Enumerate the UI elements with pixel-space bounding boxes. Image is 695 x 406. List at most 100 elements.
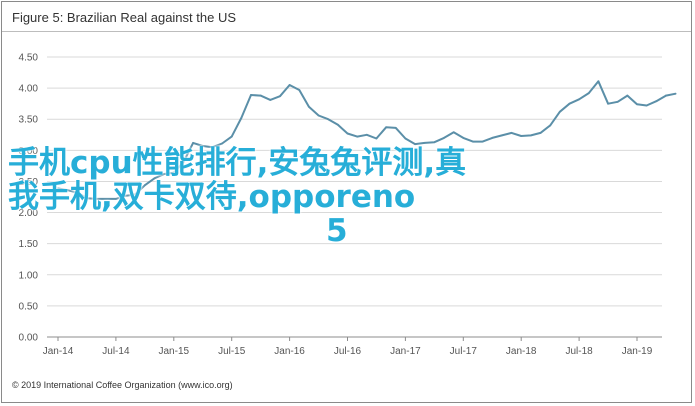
y-tick-labels: 0.00 0.50 1.00 1.50 2.00 2.50 3.00 3.50 4.00 4.50 [19,53,39,344]
data-point [86,197,88,200]
data-point [221,142,223,145]
x-tick-label: Jul-16 [334,346,362,357]
y-tick-label: 1.00 [19,270,39,281]
data-point [597,80,600,83]
data-point [626,94,629,97]
data-point [558,110,561,113]
x-tick-labels: Jan-14 Jul-14 Jan-15 Jul-15 Jan-16 Jul-16 Jan-… [43,346,653,357]
data-point [76,191,79,194]
data-point [423,141,426,144]
data-point [201,145,204,147]
x-tick-label: Jul-14 [102,346,130,357]
y-tick-label: 1.50 [19,239,39,250]
overlay-text: 手机cpu性能排行,安兔兔评测,真 我手机,双卡双待,opporeno 5 [8,146,608,248]
series-lines [57,80,677,200]
x-axis [47,336,662,341]
x-tick-label: Jan-17 [390,346,421,357]
data-point [356,135,359,138]
data-point [211,146,214,149]
data-point [539,132,542,134]
grid-lines [47,56,662,307]
overlay-line-3: 5 [326,213,348,249]
data-point [279,95,281,98]
data-point [549,124,552,127]
y-tick-label: 2.00 [19,208,39,219]
data-point [288,84,291,86]
data-point [230,135,233,138]
data-point [491,136,494,139]
data-point [124,194,127,197]
data-point [665,94,667,97]
y-tick-label: 0.50 [19,301,39,312]
data-point [529,134,532,137]
data-point [636,103,638,106]
data-point [414,143,416,146]
data-point [568,102,571,105]
y-tick-label: 4.50 [19,53,39,64]
copyright-credit: © 2019 International Coffee Organization… [12,380,233,390]
data-point [481,140,484,143]
y-tick-label: 0.00 [19,333,39,344]
data-point [346,132,349,135]
data-point [587,92,590,94]
overlay-line-1: 手机cpu性能排行,安兔兔评测,真 [8,145,467,181]
data-point [607,102,609,105]
data-point [240,117,243,119]
data-point [269,99,272,101]
data-point [66,189,69,192]
title-divider [2,31,691,32]
figure-title: Figure 5: Brazilian Real against the US [12,10,237,25]
data-point [385,126,387,129]
data-point [520,135,523,137]
data-point [57,187,59,190]
data-point [95,197,98,200]
data-point [259,94,262,97]
data-point [143,184,146,187]
x-tick-label: Jan-15 [159,346,190,357]
y-tick-label: 4.00 [19,84,39,95]
data-point [250,94,252,96]
data-point [462,136,465,139]
data-point [115,197,117,200]
x-tick-label: Jul-18 [565,346,593,357]
data-point [298,89,301,91]
data-point [308,105,310,108]
data-point [365,133,368,136]
data-point [172,171,175,174]
data-point [192,141,195,144]
data-point [616,100,619,103]
data-point [182,161,185,164]
data-point [472,140,474,143]
x-tick-label: Jan-14 [43,346,74,357]
data-point [105,197,108,200]
x-tick-label: Jan-19 [622,346,653,357]
data-point [327,118,330,121]
data-point [153,177,156,180]
y-tick-label: 3.00 [19,146,39,157]
x-tick-label: Jul-17 [450,346,478,357]
data-point [433,141,436,144]
y-tick-label: 2.50 [19,177,39,188]
data-point [394,127,397,129]
x-tick-label: Jul-15 [218,346,246,357]
data-point [645,104,648,107]
y-tick-label: 3.50 [19,115,39,126]
data-point [452,131,455,134]
data-point [443,136,445,139]
data-point [674,92,677,95]
data-point [375,137,378,140]
x-tick-label: Jan-16 [274,346,305,357]
data-point [404,137,407,140]
overlay-line-2: 我手机,双卡双待,opporeno [8,179,416,215]
data-point [510,132,513,134]
data-point [163,173,166,175]
data-point [134,193,137,196]
x-tick-label: Jan-18 [506,346,537,357]
data-point [655,100,658,103]
data-point [336,123,339,126]
data-point [501,134,503,137]
data-point [578,98,580,101]
data-point [317,114,320,117]
